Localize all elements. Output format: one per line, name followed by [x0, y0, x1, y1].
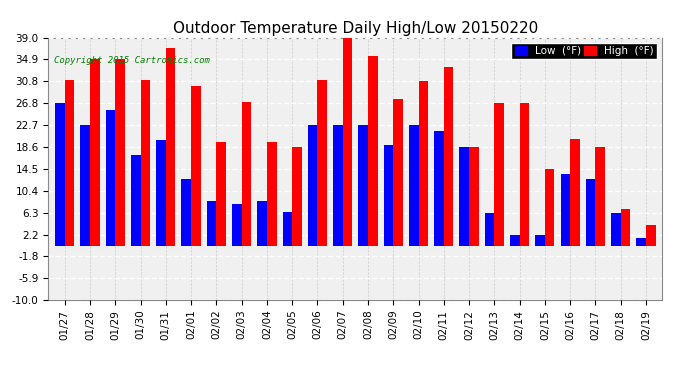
Bar — [232, 204, 241, 246]
Bar — [283, 211, 292, 246]
Bar — [191, 86, 201, 246]
Bar — [257, 201, 267, 246]
Bar — [393, 99, 403, 246]
Bar — [207, 201, 217, 246]
Bar — [308, 125, 317, 246]
Text: Copyright 2015 Cartronics.com: Copyright 2015 Cartronics.com — [55, 56, 210, 65]
Bar — [586, 180, 595, 246]
Bar — [115, 59, 125, 246]
Bar — [434, 131, 444, 246]
Bar — [217, 142, 226, 246]
Bar — [611, 213, 621, 246]
Bar — [358, 125, 368, 246]
Bar — [181, 180, 191, 246]
Bar — [520, 103, 529, 246]
Bar — [317, 80, 327, 246]
Bar — [409, 125, 419, 246]
Bar — [636, 238, 646, 246]
Bar — [460, 147, 469, 246]
Bar — [621, 209, 630, 246]
Bar — [65, 80, 75, 246]
Bar — [545, 169, 555, 246]
Bar — [55, 103, 65, 246]
Bar — [595, 147, 605, 246]
Legend: Low  (°F), High  (°F): Low (°F), High (°F) — [511, 43, 657, 59]
Bar — [292, 147, 302, 246]
Bar — [333, 125, 343, 246]
Bar — [646, 225, 656, 246]
Bar — [494, 103, 504, 246]
Bar — [560, 174, 570, 246]
Bar — [485, 213, 494, 246]
Bar — [510, 235, 520, 246]
Bar — [535, 235, 545, 246]
Bar — [156, 140, 166, 246]
Bar — [141, 80, 150, 246]
Bar — [241, 102, 251, 246]
Bar — [81, 125, 90, 246]
Bar — [368, 56, 377, 246]
Bar — [384, 145, 393, 246]
Bar — [106, 110, 115, 246]
Bar — [469, 147, 479, 246]
Bar — [419, 81, 428, 246]
Bar — [444, 67, 453, 246]
Bar — [267, 142, 277, 246]
Bar — [343, 38, 353, 246]
Bar — [166, 48, 175, 246]
Bar — [570, 139, 580, 246]
Bar — [90, 59, 99, 246]
Title: Outdoor Temperature Daily High/Low 20150220: Outdoor Temperature Daily High/Low 20150… — [172, 21, 538, 36]
Bar — [131, 155, 141, 246]
